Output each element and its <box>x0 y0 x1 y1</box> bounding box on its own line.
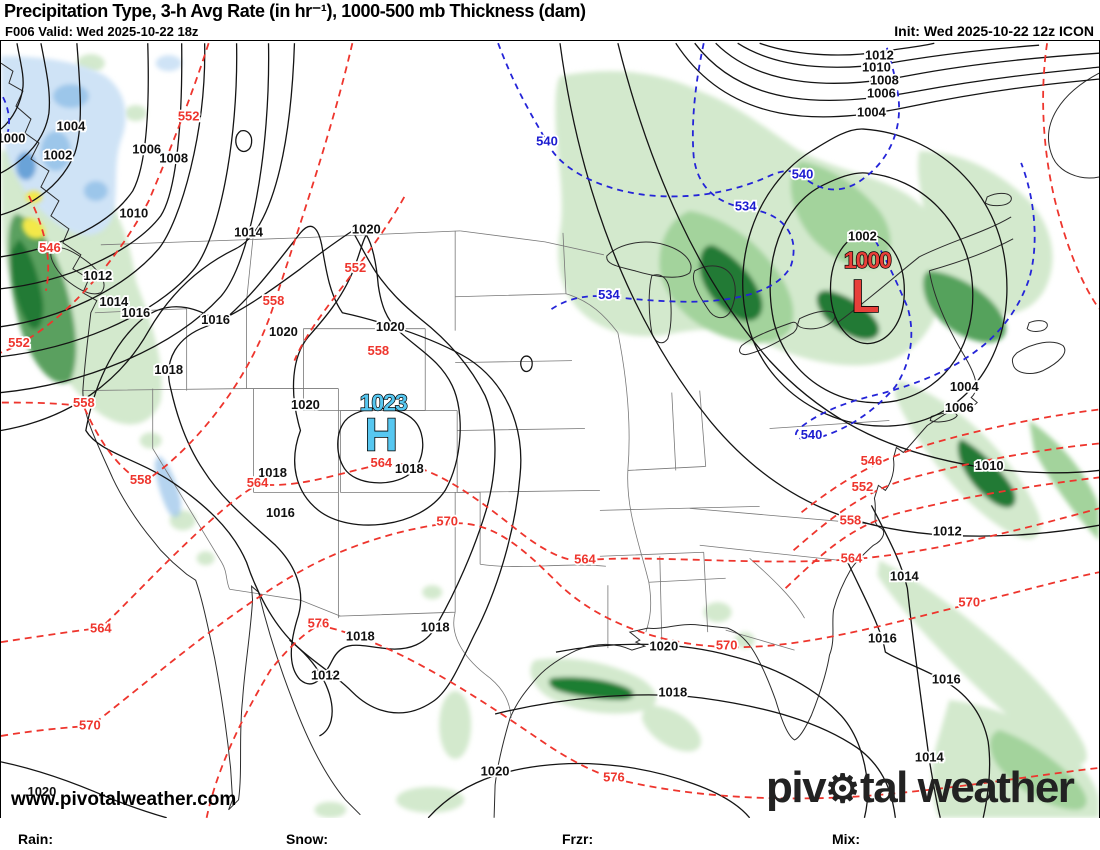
rlabel: 558 <box>367 343 389 358</box>
rlabel: 564 <box>370 455 392 470</box>
valid-time-label: F006 Valid: Wed 2025-10-22 18z <box>5 24 199 39</box>
plabel: 1008 <box>870 73 899 88</box>
plabel: 1012 <box>933 524 962 539</box>
plabel: 1016 <box>868 631 897 646</box>
map-canvas: 1000100210041006100810101014101210141016… <box>0 42 1100 819</box>
rlabel: 558 <box>73 395 95 410</box>
plabel: 1010 <box>975 458 1004 473</box>
legend-label-rain: Rain: <box>18 831 53 847</box>
plabel: 1014 <box>890 569 920 584</box>
plabel: 1020 <box>649 639 678 654</box>
state-borders <box>82 230 890 718</box>
plabel: 1002 <box>848 228 877 243</box>
plabel: 1020 <box>291 397 320 412</box>
gear-icon: ⚙ <box>825 768 861 811</box>
plabel: 1018 <box>658 684 687 699</box>
plabel: 1018 <box>421 620 450 635</box>
rlabel: 546 <box>39 240 61 255</box>
low-symbol: L <box>851 270 879 322</box>
rlabel: 570 <box>79 717 101 732</box>
plabel: 1002 <box>43 147 72 162</box>
plabel: 1020 <box>481 763 510 778</box>
plabel: 1018 <box>258 465 287 480</box>
thickness-labels-red: 546 552 552 552 558 558 558 558 564 564 564 564 570 5… <box>6 107 981 786</box>
init-time-label: Init: Wed 2025-10-22 12z ICON <box>894 23 1094 39</box>
plabel: 1010 <box>862 60 891 75</box>
rlabel: 564 <box>90 621 112 636</box>
plabel: 1012 <box>311 667 340 682</box>
plabel: 1010 <box>119 205 148 220</box>
rlabel: 558 <box>130 472 152 487</box>
plabel: 1006 <box>867 86 896 101</box>
plabel: 1016 <box>121 305 150 320</box>
legend-label-snow: Snow: <box>286 831 328 847</box>
logo-text-left: piv <box>766 763 827 812</box>
legend-label-frzr: Frzr: <box>562 831 594 847</box>
plabel: 1000 <box>1 130 25 145</box>
plabel: 1014 <box>234 224 264 239</box>
rlabel: 552 <box>178 108 200 123</box>
blabel: 540 <box>801 427 823 442</box>
plabel: 1018 <box>395 461 424 476</box>
page-title: Precipitation Type, 3-h Avg Rate (in hr⁻… <box>4 1 586 21</box>
rlabel: 570 <box>958 595 980 610</box>
rlabel: 570 <box>436 514 458 529</box>
rlabel: 564 <box>247 475 269 490</box>
rlabel: 564 <box>574 552 596 567</box>
plabel: 1020 <box>269 324 298 339</box>
plabel: 1018 <box>346 629 375 644</box>
watermark-url: www.pivotalweather.com <box>11 789 237 810</box>
plabel: 1004 <box>56 118 86 133</box>
rlabel: 564 <box>841 551 863 566</box>
plabel: 1006 <box>945 400 974 415</box>
rlabel: 576 <box>308 616 330 631</box>
rlabel: 558 <box>840 513 862 528</box>
logo-text-right: tal weather <box>860 763 1075 812</box>
plabel: 1004 <box>857 104 887 119</box>
rlabel: 552 <box>8 335 30 350</box>
precip-rate-legend: Rain: Snow: Frzr: Mix: <box>0 818 1100 850</box>
header: Precipitation Type, 3-h Avg Rate (in hr⁻… <box>0 0 1100 40</box>
plabel: 1018 <box>154 362 183 377</box>
plabel: 1016 <box>932 671 961 686</box>
rlabel: 552 <box>852 479 874 494</box>
high-pressure-marker: 1023 H <box>359 389 409 461</box>
pressure-contours <box>0 42 1100 819</box>
plabel: 1020 <box>376 319 405 334</box>
high-symbol: H <box>365 409 398 461</box>
thickness-labels-blue: 540 534 534 540 540 <box>534 132 824 444</box>
forecast-map: 1000100210041006100810101014101210141016… <box>0 40 1100 819</box>
plabel: 1004 <box>950 379 980 394</box>
rlabel: 576 <box>603 769 625 784</box>
pressure-labels: 1000100210041006100810101014101210141016… <box>0 46 1005 801</box>
plabel: 1008 <box>159 150 188 165</box>
plabel: 1020 <box>352 221 381 236</box>
low-value-label: 1000 <box>844 247 891 273</box>
low-pressure-marker: 1000 L <box>843 246 893 322</box>
plabel: 1016 <box>201 312 230 327</box>
plabel: 1012 <box>865 48 894 63</box>
coastlines <box>0 62 1100 818</box>
rlabel: 546 <box>861 453 883 468</box>
plabel: 1012 <box>83 268 112 283</box>
plabel: 1014 <box>99 294 129 309</box>
pivotal-weather-logo: piv⚙tal weather <box>766 763 1075 813</box>
rlabel: 558 <box>263 293 285 308</box>
plabel: 1014 <box>915 749 945 764</box>
blabel: 540 <box>536 133 558 148</box>
plabel: 1020 <box>27 784 56 799</box>
precip-snow-shading <box>1 55 182 518</box>
thickness-contours-red <box>0 42 1100 818</box>
legend-label-mix: Mix: <box>832 831 860 847</box>
thickness-contours-blue <box>2 42 1036 441</box>
rlabel: 552 <box>345 260 367 275</box>
blabel: 534 <box>735 198 757 213</box>
high-value-label: 1023 <box>360 390 407 416</box>
plabel: 1006 <box>132 141 161 156</box>
blabel: 540 <box>792 166 814 181</box>
rlabel: 570 <box>716 638 738 653</box>
plabel: 1016 <box>266 505 295 520</box>
blabel: 534 <box>598 287 620 302</box>
